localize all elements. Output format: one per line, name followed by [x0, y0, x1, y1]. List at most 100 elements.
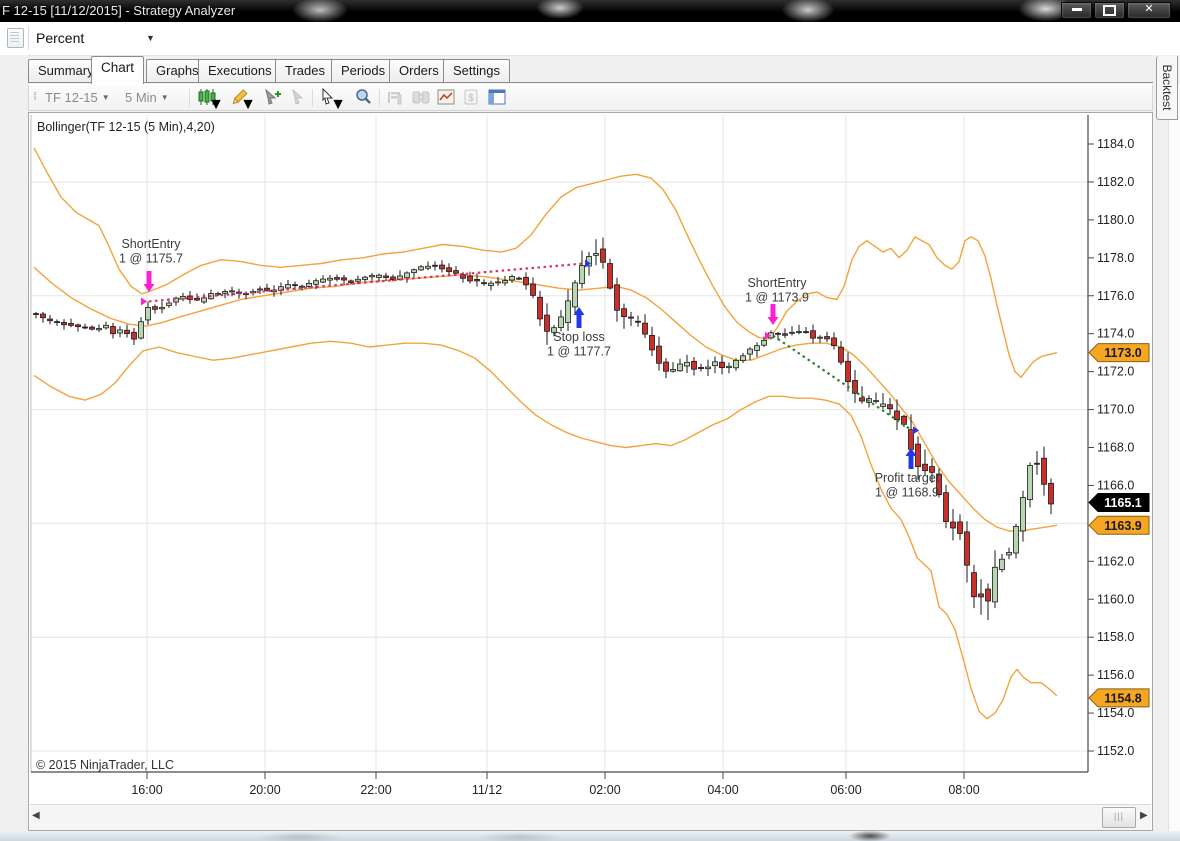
- up-candle: [418, 266, 424, 271]
- up-candle: [257, 288, 263, 291]
- chevron-down-icon[interactable]: ▼: [146, 33, 155, 43]
- entry-fill-marker: [765, 331, 771, 340]
- scrollbar-thumb[interactable]: |||: [1102, 807, 1136, 828]
- down-candle: [474, 278, 480, 282]
- drawing-tool-icon[interactable]: ▼: [228, 88, 256, 113]
- up-candle: [1013, 525, 1019, 554]
- up-candle: [229, 290, 235, 293]
- down-candle: [852, 380, 858, 394]
- chart-panel[interactable]: ShortEntry 1 @ 1175.7 Stop loss 1 @ 1177.7 S…: [28, 112, 1153, 831]
- market-analyzer-icon[interactable]: [410, 88, 432, 108]
- up-candle: [1020, 497, 1026, 532]
- entry-arrow-icon: [767, 304, 779, 325]
- tab-chart[interactable]: Chart: [91, 56, 145, 84]
- vertical-scrollbar[interactable]: [1168, 84, 1180, 831]
- down-candle: [194, 298, 200, 301]
- close-button[interactable]: ✕: [1127, 2, 1171, 19]
- separator: [379, 89, 380, 107]
- down-candle: [131, 331, 137, 340]
- down-candle: [663, 361, 669, 372]
- instrument-selector[interactable]: TF 12-15 ▼: [45, 85, 110, 110]
- y-axis-label: 1182.0: [1097, 175, 1134, 189]
- down-candle: [957, 521, 963, 534]
- taskbar-sliver: [0, 831, 1180, 841]
- close-icon: ✕: [1144, 3, 1154, 15]
- up-candle: [215, 293, 221, 296]
- menu-row: Percent ▼: [0, 22, 1180, 56]
- cursor-mode-icon[interactable]: ▼: [318, 87, 346, 113]
- tab-underline: [28, 82, 1153, 83]
- minimize-button[interactable]: [1061, 2, 1092, 19]
- strategy-chart[interactable]: ShortEntry 1 @ 1175.7 Stop loss 1 @ 1177.7 S…: [29, 113, 1152, 803]
- down-candle: [719, 361, 725, 368]
- trade-annotation: Profit target 1 @ 1168.9: [875, 471, 940, 500]
- horizontal-scrollbar[interactable]: ◀ ||| ▶: [30, 804, 1151, 830]
- display-mode-select[interactable]: Percent: [36, 30, 85, 46]
- up-candle: [313, 280, 319, 285]
- down-candle: [460, 274, 466, 279]
- interval-selector[interactable]: 5 Min ▼: [125, 85, 169, 110]
- down-candle: [614, 284, 620, 311]
- up-candle: [992, 566, 998, 603]
- up-candle: [488, 282, 494, 286]
- tab-orders[interactable]: Orders: [389, 59, 449, 83]
- scroll-right-icon[interactable]: ▶: [1140, 810, 1148, 821]
- down-candle: [40, 313, 46, 319]
- magnifier-icon: [356, 89, 371, 104]
- down-candle: [110, 326, 116, 335]
- down-candle: [89, 326, 95, 330]
- bollinger-upper-line: [33, 147, 1058, 378]
- add-object-icon[interactable]: [262, 88, 284, 108]
- tab-trades[interactable]: Trades: [275, 59, 335, 83]
- svg-text:1163.9: 1163.9: [1104, 519, 1142, 533]
- bollinger-bands: [33, 147, 1058, 720]
- down-candle: [1034, 462, 1040, 465]
- up-candle: [299, 285, 305, 288]
- down-candle: [831, 337, 837, 347]
- up-candle: [1006, 551, 1012, 556]
- down-candle: [544, 314, 550, 332]
- separator: [28, 26, 29, 50]
- down-candle: [292, 284, 298, 287]
- tab-settings[interactable]: Settings: [443, 59, 510, 83]
- x-axis-label: 04:00: [707, 783, 738, 797]
- remove-object-icon[interactable]: [287, 88, 309, 108]
- toolbar-grip[interactable]: ⁞⁞: [33, 91, 37, 103]
- down-candle: [894, 410, 900, 421]
- tab-periods[interactable]: Periods: [331, 59, 396, 83]
- trade-line: [148, 262, 585, 303]
- strategy-performance-icon[interactable]: $: [460, 88, 482, 108]
- up-candle: [397, 275, 403, 280]
- svg-text:$: $: [468, 93, 474, 104]
- tab-executions[interactable]: Executions: [198, 59, 282, 83]
- chart-toolbar: ⁞⁞ TF 12-15 ▼ 5 Min ▼ ▼ ▼: [28, 84, 1153, 113]
- y-axis-label: 1152.0: [1097, 744, 1134, 758]
- chart-style-icon[interactable]: ▼: [196, 88, 224, 113]
- y-axis-label: 1154.0: [1097, 706, 1134, 720]
- up-candle: [579, 265, 585, 284]
- down-candle: [523, 276, 529, 286]
- zoom-tool-icon[interactable]: [352, 88, 374, 108]
- y-axis-label: 1170.0: [1097, 403, 1134, 417]
- down-candle: [432, 264, 438, 267]
- down-candle: [803, 331, 809, 333]
- up-candle: [362, 276, 368, 280]
- data-series-icon[interactable]: [385, 88, 407, 108]
- binoculars-icon: [412, 91, 430, 104]
- minimize-icon: [1071, 8, 1082, 11]
- title-bar[interactable]: F 12-15 [11/12/2015] - Strategy Analyzer: [0, 0, 1180, 22]
- report-icon[interactable]: [7, 28, 24, 48]
- y-axis-label: 1160.0: [1097, 592, 1134, 606]
- up-candle: [705, 366, 711, 370]
- scroll-left-icon[interactable]: ◀: [32, 810, 40, 821]
- svg-text:1154.8: 1154.8: [1104, 691, 1142, 705]
- maximize-button[interactable]: [1094, 2, 1125, 19]
- down-candle: [649, 334, 655, 351]
- panel-layout-icon[interactable]: [486, 88, 508, 108]
- down-candle: [61, 322, 67, 326]
- down-candle: [68, 323, 74, 326]
- up-candle: [201, 297, 207, 303]
- chart-snapshot-icon[interactable]: [435, 88, 457, 108]
- pointer-icon: [292, 88, 304, 105]
- tab-strip: Summary Chart Graphs Executions Trades P…: [0, 55, 1180, 84]
